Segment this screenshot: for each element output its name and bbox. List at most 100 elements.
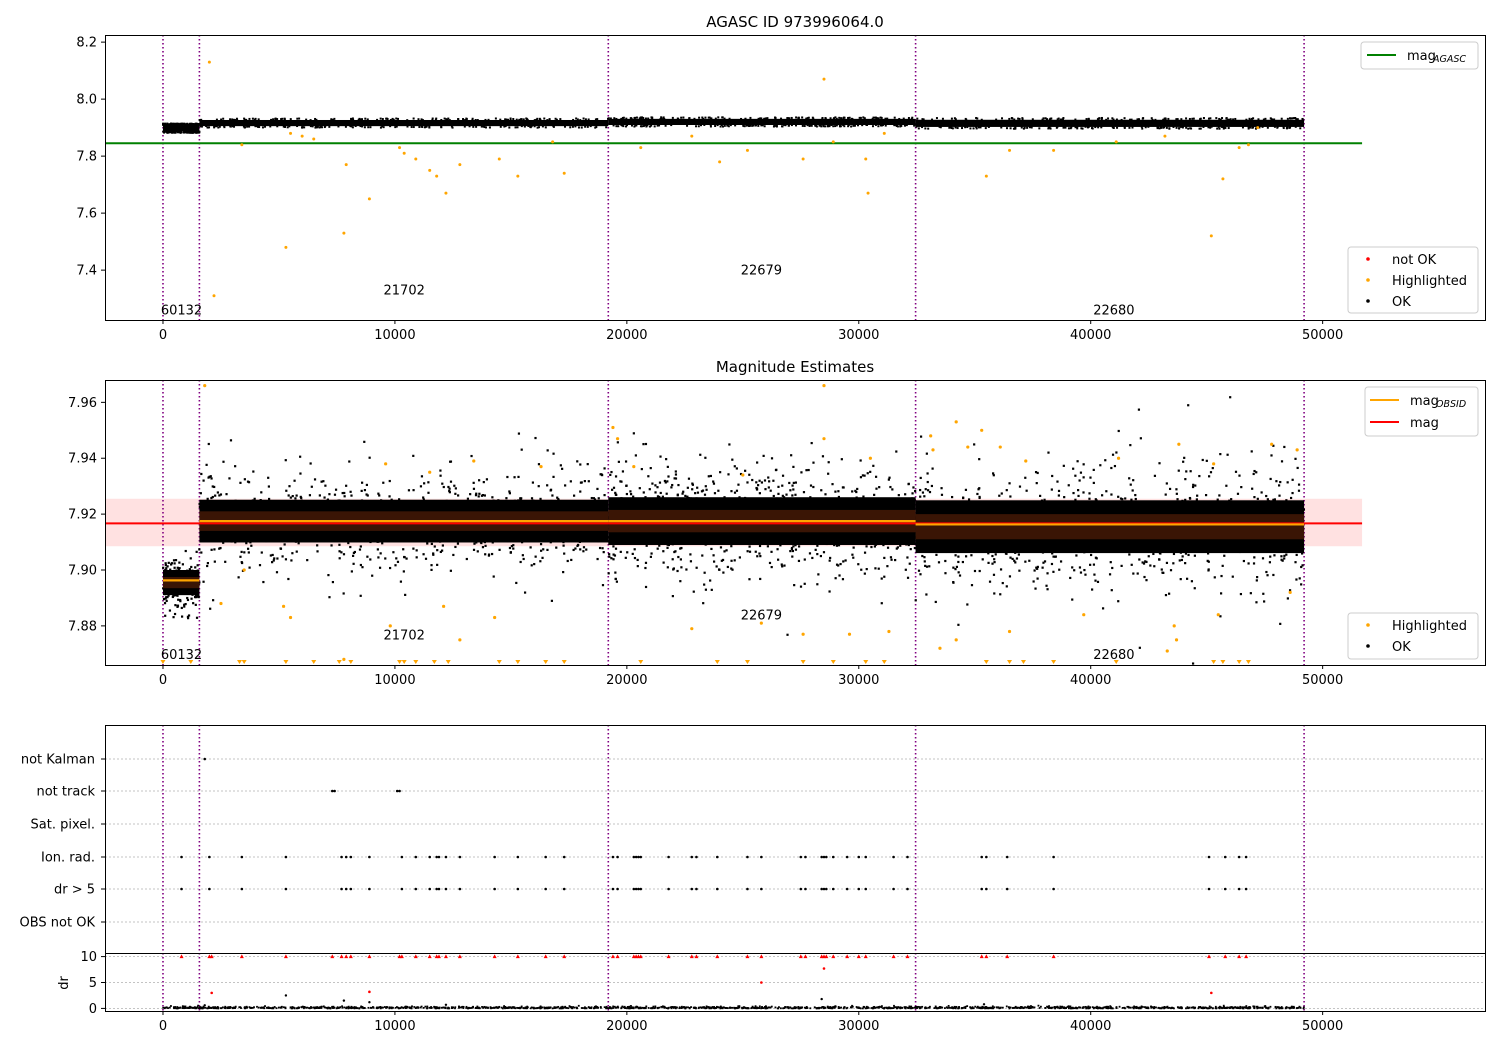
ok-point [975,127,978,130]
ok-point [1094,498,1097,501]
dr-point [1054,1007,1056,1010]
ok-point [1301,552,1304,555]
ok-point [1257,118,1260,121]
ok-point [733,491,737,494]
flag-point [400,887,404,891]
ok-point [748,125,751,128]
ok-point [1130,563,1133,566]
ok-point [908,562,911,565]
ok-point [976,492,979,496]
x-tick-label: 40000 [1070,328,1111,343]
dr-point [630,1005,632,1007]
ok-point [879,116,882,119]
ok-point [608,555,611,558]
ok-point [674,470,677,473]
ok-point [170,563,173,566]
ok-point [777,558,780,561]
ok-point [694,492,697,495]
ok-point [1278,494,1281,497]
ok-point [314,126,317,129]
ok-point [700,490,704,493]
ok-point [1049,127,1052,130]
highlighted-point [1172,624,1176,628]
ok-point [1175,118,1178,121]
ok-point [756,461,759,464]
ok-point [626,551,629,554]
dr-point [737,1006,740,1009]
dr-point [170,1005,172,1007]
ok-point [952,566,955,569]
ok-point [656,486,659,489]
ok-point [382,481,385,484]
legend-marker [1366,257,1370,261]
ok-point [644,442,648,446]
ok-point [1084,125,1087,128]
ok-point [310,485,313,488]
ok-point [412,489,415,492]
ok-point [440,126,443,129]
flag-point [493,887,496,891]
ok-point [410,126,413,129]
ok-point [574,547,577,550]
ok-point [1272,573,1275,577]
ok-point [922,118,925,121]
ok-point [988,580,992,583]
ok-point [523,125,526,128]
dr-point [206,1007,209,1010]
ok-point [987,125,990,128]
ok-point [722,571,725,574]
dr-point [713,1006,715,1008]
clipped-marker [744,660,750,664]
ok-point [291,495,294,498]
legend-marker [1366,644,1370,648]
dr-point [197,1007,200,1010]
ok-point [539,118,542,121]
ok-point [1159,126,1162,129]
highlighted-point [741,473,745,477]
ok-point [605,126,608,129]
ok-point [770,565,773,569]
dr-point [849,1006,852,1009]
dr-point [1133,1005,1136,1008]
ok-point [284,459,287,462]
flag-point [208,855,211,859]
ok-point [862,495,865,498]
dr-point [624,1007,627,1010]
ok-point [185,123,188,126]
ok-point [957,555,960,558]
ok-point [1226,118,1229,121]
ok-point [646,124,649,127]
ok-point [759,577,762,581]
ok-point [615,493,618,496]
obsid-label: 22679 [741,609,782,624]
ok-point [184,549,187,553]
ok-point [975,125,978,128]
ok-point [574,125,577,128]
ok-point [508,490,511,493]
flag-point [444,855,448,859]
ok-point [465,557,468,561]
highlighted-point [428,168,432,172]
ok-point [520,118,523,121]
ok-point [614,571,617,574]
ok-point [601,547,604,550]
ok-point [1024,476,1027,479]
ok-point [1261,557,1265,560]
flag-point [1244,887,1248,891]
ok-point [172,616,175,619]
dr-point [289,1006,292,1009]
ok-point [791,484,794,487]
dr-point [1064,1007,1066,1010]
dr-point [360,1005,363,1008]
legend-label: mag [1410,394,1439,409]
dr-point [875,1006,878,1009]
ok-point [1076,127,1079,130]
ok-point [833,543,836,547]
ok-point [1139,437,1142,440]
ok-point [272,559,275,562]
ok-point [931,467,934,470]
dr-point [1022,1007,1025,1010]
ok-point [847,125,850,128]
ok-point [512,118,515,121]
flag-point [544,855,547,859]
